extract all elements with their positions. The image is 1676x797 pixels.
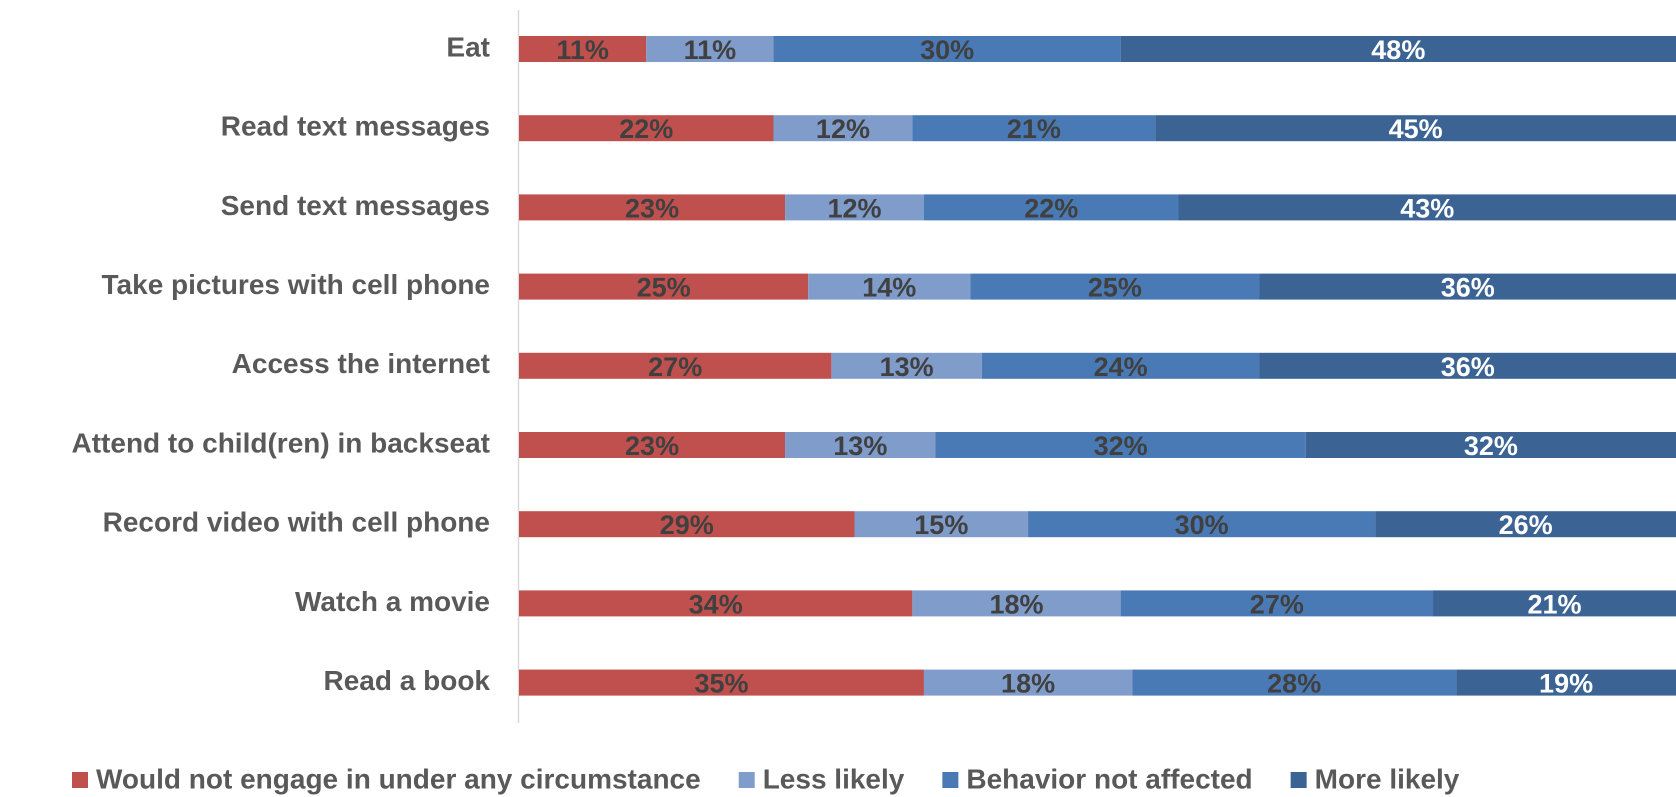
legend-swatch bbox=[1290, 772, 1307, 788]
category-label: Read text messages bbox=[221, 111, 490, 142]
legend-swatch bbox=[942, 772, 959, 788]
legend-label: Would not engage in under any circumstan… bbox=[96, 763, 701, 794]
bar-segment bbox=[831, 352, 982, 379]
bar-segment bbox=[1120, 36, 1676, 62]
category-label: Send text messages bbox=[221, 190, 490, 221]
bar-segment bbox=[519, 511, 855, 538]
data-label: 21% bbox=[1007, 114, 1061, 144]
bar-segment bbox=[519, 115, 774, 142]
legend-label: More likely bbox=[1315, 763, 1460, 794]
data-label: 32% bbox=[1094, 431, 1148, 461]
legend-label: Less likely bbox=[763, 763, 905, 794]
legend-swatch bbox=[738, 772, 755, 788]
bar-segment bbox=[1259, 352, 1676, 379]
data-label: 14% bbox=[862, 273, 916, 303]
bar-segment bbox=[785, 432, 936, 458]
legend: Would not engage in under any circumstan… bbox=[72, 763, 1460, 794]
data-label: 18% bbox=[989, 589, 1043, 619]
data-label: 27% bbox=[648, 352, 702, 382]
bar-segment bbox=[519, 590, 913, 617]
category-label: Attend to child(ren) in backseat bbox=[72, 427, 491, 458]
data-label: 22% bbox=[619, 114, 673, 144]
bar-segment bbox=[773, 115, 913, 142]
data-label: 19% bbox=[1539, 669, 1593, 699]
data-label: 24% bbox=[1094, 352, 1148, 382]
bar-segment bbox=[1132, 669, 1457, 696]
data-label: 15% bbox=[914, 510, 968, 540]
data-label: 21% bbox=[1527, 589, 1581, 619]
data-label: 32% bbox=[1464, 431, 1518, 461]
data-label: 12% bbox=[828, 193, 882, 223]
bar-segment bbox=[519, 432, 786, 458]
bar-segment bbox=[773, 36, 1121, 62]
data-label: 36% bbox=[1441, 273, 1495, 303]
bar-segment bbox=[1259, 273, 1676, 300]
bar-segment bbox=[1305, 432, 1676, 458]
category-label: Read a book bbox=[324, 665, 491, 696]
data-label: 12% bbox=[816, 114, 870, 144]
data-label: 11% bbox=[556, 35, 609, 65]
bar-segment bbox=[1433, 590, 1676, 617]
bar-segment bbox=[519, 36, 647, 62]
data-label: 11% bbox=[684, 35, 737, 65]
data-label: 25% bbox=[1088, 273, 1142, 303]
data-label: 36% bbox=[1441, 352, 1495, 382]
legend-swatch bbox=[72, 772, 88, 788]
category-label: Record video with cell phone bbox=[103, 507, 490, 538]
bar-segment bbox=[1375, 511, 1676, 538]
data-label: 13% bbox=[880, 352, 934, 382]
data-label: 48% bbox=[1371, 35, 1425, 65]
data-label: 27% bbox=[1250, 589, 1304, 619]
data-label: 43% bbox=[1400, 193, 1454, 223]
bar-segment bbox=[854, 511, 1029, 538]
data-label: 26% bbox=[1499, 510, 1553, 540]
data-label: 30% bbox=[1175, 510, 1229, 540]
bar-segment bbox=[1456, 669, 1676, 696]
data-label: 13% bbox=[833, 431, 887, 461]
bar-segment bbox=[923, 194, 1179, 221]
data-label: 23% bbox=[625, 193, 679, 223]
bar-segment bbox=[1178, 194, 1676, 221]
legend-label: Behavior not affected bbox=[966, 763, 1252, 794]
category-label: Eat bbox=[446, 31, 490, 62]
data-label: 34% bbox=[689, 589, 743, 619]
data-label: 30% bbox=[920, 35, 974, 65]
category-label: Take pictures with cell phone bbox=[102, 269, 490, 300]
bar-segment bbox=[912, 115, 1156, 142]
data-label: 18% bbox=[1001, 669, 1055, 699]
data-label: 28% bbox=[1267, 669, 1321, 699]
bar-segment bbox=[1155, 115, 1676, 142]
data-label: 29% bbox=[660, 510, 714, 540]
bar-segment bbox=[912, 590, 1121, 617]
category-labels: Eat Read text messages Send text messages T… bbox=[72, 31, 491, 696]
data-label: 35% bbox=[694, 669, 748, 699]
data-label: 22% bbox=[1024, 193, 1078, 223]
bar-segment bbox=[923, 669, 1133, 696]
bar-segment bbox=[519, 352, 832, 379]
bar-segment bbox=[785, 194, 924, 221]
bar-segment bbox=[1028, 511, 1376, 538]
data-label: 45% bbox=[1389, 114, 1443, 144]
bar-segment bbox=[519, 273, 809, 300]
bar-segment bbox=[808, 273, 971, 300]
bar-segment bbox=[519, 194, 786, 221]
bar-segment bbox=[935, 432, 1306, 458]
bar-segment bbox=[646, 36, 774, 62]
bar-area: 11% 11% 30% 48% 22% 12% 21% 45% 23% 12% 22% 43% 25% 1… bbox=[519, 35, 1676, 699]
data-label: 23% bbox=[625, 431, 679, 461]
data-label: 25% bbox=[637, 273, 691, 303]
category-label: Access the internet bbox=[232, 348, 490, 379]
bar-segment bbox=[1120, 590, 1434, 617]
bar-segment bbox=[970, 273, 1260, 300]
bar-segment bbox=[519, 669, 924, 696]
bar-segment bbox=[981, 352, 1260, 379]
category-label: Watch a movie bbox=[295, 586, 490, 617]
